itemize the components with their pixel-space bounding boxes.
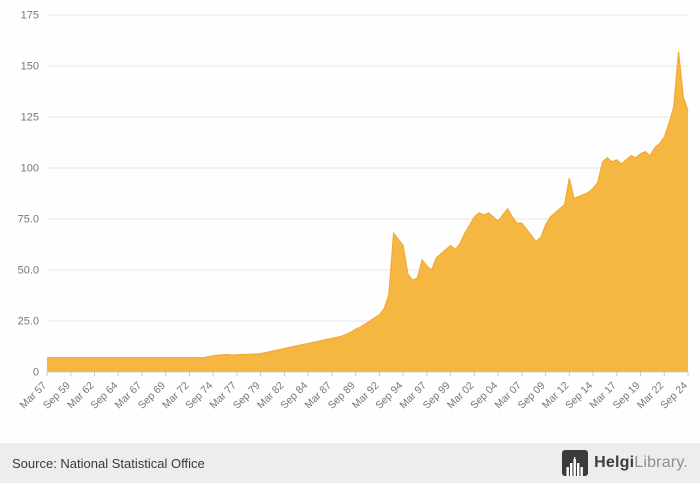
- svg-text:0: 0: [33, 367, 39, 379]
- source-text: Source: National Statistical Office: [12, 455, 205, 471]
- brand-name-bold: Helgi: [594, 454, 635, 471]
- brand-logo: HelgiLibrary.: [562, 450, 688, 476]
- brand-name: HelgiLibrary.: [594, 454, 688, 472]
- svg-text:25.0: 25.0: [18, 316, 39, 328]
- svg-text:50.0: 50.0: [18, 265, 39, 277]
- brand-name-light: Library.: [634, 454, 688, 471]
- svg-text:100: 100: [21, 163, 39, 175]
- svg-text:150: 150: [21, 61, 39, 73]
- svg-text:75.0: 75.0: [18, 214, 39, 226]
- svg-text:Sep 24: Sep 24: [658, 380, 690, 412]
- svg-text:175: 175: [21, 10, 39, 22]
- svg-text:125: 125: [21, 112, 39, 124]
- chart-area: 0 25.0 50.0 75.0 100 125 150 175 Mar 57 Sep 59 Mar…: [17, 9, 691, 412]
- helgi-logo-icon: [562, 450, 589, 476]
- footer-bar: Source: National Statistical Office Helg…: [0, 443, 700, 483]
- bar-skyline-icon: [566, 457, 584, 476]
